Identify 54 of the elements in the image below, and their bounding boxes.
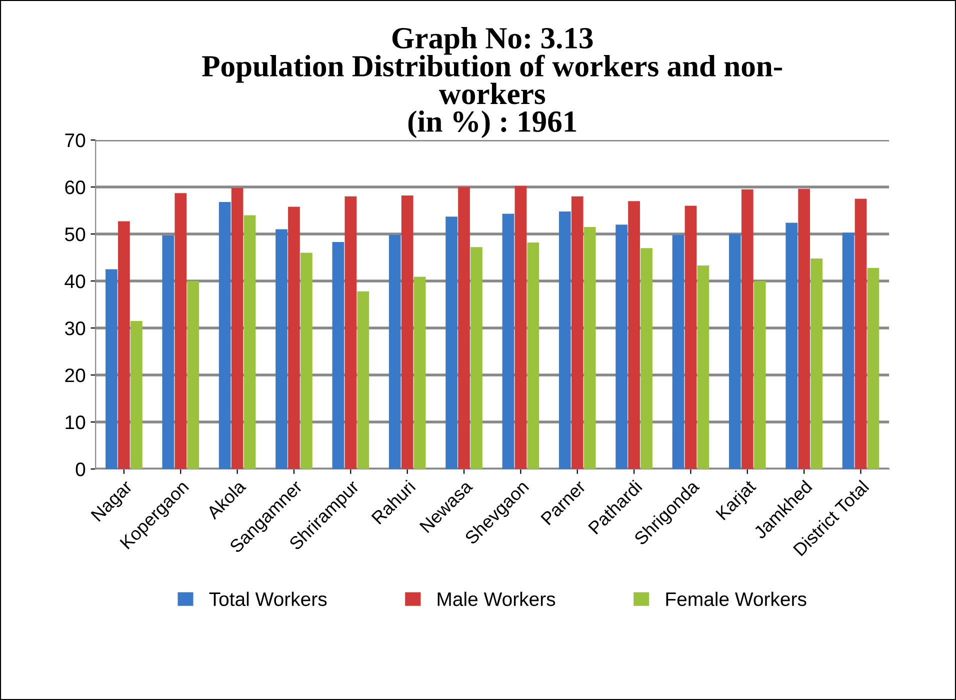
bar bbox=[628, 201, 640, 469]
bar bbox=[357, 291, 370, 469]
bar bbox=[446, 216, 458, 469]
y-tick-label: 60 bbox=[65, 180, 86, 194]
y-tick-label: 20 bbox=[65, 368, 86, 382]
y-tick-label: 50 bbox=[65, 227, 86, 242]
bar bbox=[786, 222, 798, 469]
bar bbox=[288, 206, 300, 469]
bar bbox=[514, 186, 527, 469]
bar bbox=[458, 187, 470, 469]
bar bbox=[684, 206, 697, 469]
y-tick-label: 0 bbox=[76, 462, 86, 476]
bar bbox=[502, 214, 514, 469]
bar bbox=[672, 234, 684, 469]
bar bbox=[697, 265, 710, 469]
legend-label: Total Workers bbox=[209, 592, 327, 606]
bar bbox=[162, 235, 174, 469]
bar bbox=[231, 188, 244, 469]
legend-label: Female Workers bbox=[666, 592, 806, 606]
bar bbox=[842, 232, 854, 469]
bar bbox=[754, 281, 766, 469]
bar bbox=[470, 247, 482, 469]
bar bbox=[414, 276, 426, 469]
bar bbox=[106, 269, 118, 469]
bar bbox=[558, 211, 571, 469]
bar bbox=[300, 252, 312, 469]
bar bbox=[741, 189, 754, 469]
bar bbox=[401, 195, 414, 469]
chart-title: Graph No: 3.13 Population Distribution of workers and non- workers (in %) : 1961 bbox=[202, 27, 782, 138]
bar bbox=[640, 248, 652, 469]
y-tick-label: 40 bbox=[64, 274, 86, 288]
bar bbox=[187, 281, 200, 469]
y-tick-label: 10 bbox=[66, 415, 86, 430]
bar bbox=[571, 196, 584, 469]
bar bbox=[344, 196, 357, 469]
bar bbox=[854, 198, 867, 469]
bar bbox=[527, 242, 540, 469]
bar bbox=[218, 202, 231, 469]
bar bbox=[118, 221, 130, 469]
y-tick-label: 70 bbox=[65, 133, 86, 148]
bar bbox=[244, 215, 256, 469]
bar bbox=[174, 193, 187, 469]
bar bbox=[276, 229, 288, 469]
bar bbox=[728, 234, 741, 469]
bar bbox=[798, 188, 810, 469]
y-tick-label: 30 bbox=[64, 321, 86, 336]
bar bbox=[388, 234, 401, 469]
bar bbox=[332, 242, 344, 469]
bar bbox=[867, 268, 880, 469]
bar bbox=[584, 226, 596, 469]
bar bbox=[130, 320, 142, 469]
bar bbox=[810, 258, 822, 469]
legend-label: Male Workers bbox=[438, 592, 556, 606]
bar bbox=[616, 224, 628, 469]
